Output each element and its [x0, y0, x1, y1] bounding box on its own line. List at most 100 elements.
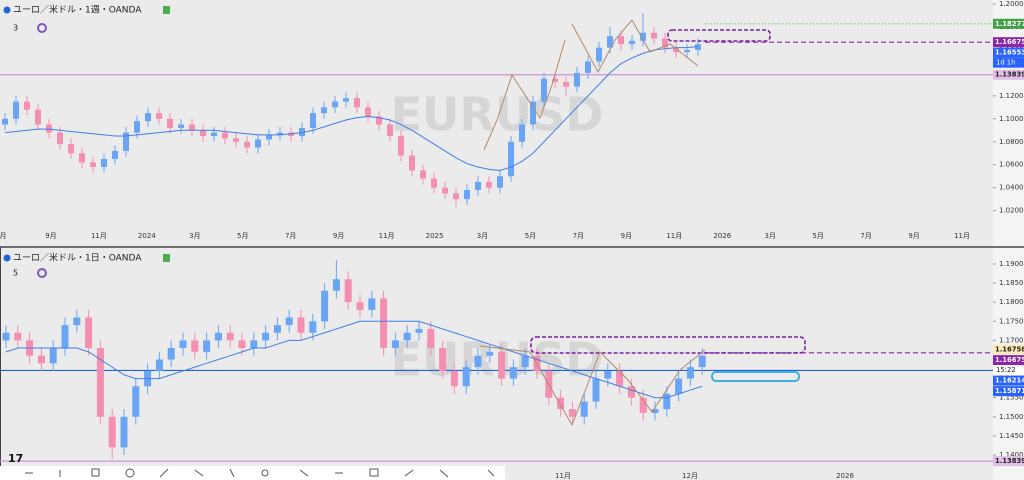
- candle-body: [580, 401, 588, 417]
- candle-body: [134, 121, 140, 133]
- candle-body: [37, 355, 45, 364]
- candle-body: [663, 393, 671, 410]
- candle-body: [244, 141, 250, 148]
- price-tag-label: 1.16214: [995, 377, 1024, 385]
- zigzag: [571, 19, 699, 74]
- candle-body: [486, 351, 494, 356]
- candle-body: [675, 378, 683, 394]
- candle-body: [123, 132, 129, 151]
- candle-body: [604, 370, 612, 379]
- candle-body: [2, 332, 10, 341]
- y-tick-label: 1.18500: [999, 279, 1024, 287]
- candle-body: [14, 332, 22, 341]
- candle-body: [309, 321, 317, 333]
- candle-body: [391, 340, 399, 349]
- x-tick-label: 3月: [477, 232, 488, 240]
- candle-body: [380, 298, 388, 349]
- candle-body: [167, 348, 175, 360]
- watermark: EURUSD: [391, 88, 604, 142]
- candle-body: [415, 328, 423, 333]
- candle-body: [132, 386, 140, 417]
- x-tick-label: 5月: [237, 232, 248, 240]
- candle-body: [409, 155, 415, 171]
- range-box: [530, 336, 806, 354]
- candle-body: [179, 340, 187, 349]
- symbol-icon: [3, 254, 11, 262]
- logo: 17: [8, 452, 23, 465]
- price-tag-label: 1.16553: [995, 49, 1024, 57]
- candle-body: [486, 181, 492, 188]
- candle-body: [344, 279, 352, 303]
- candle-body: [273, 325, 281, 333]
- candle-body: [73, 317, 81, 326]
- y-tick-label: 1.14500: [999, 432, 1024, 440]
- moving-average: [5, 320, 703, 399]
- y-tick-label: 1.14000: [999, 451, 1024, 459]
- price-axis-bg: [993, 0, 1024, 480]
- candle-body: [498, 351, 506, 379]
- candle-body: [49, 348, 57, 364]
- watermark: EURUSD: [391, 333, 604, 387]
- candle-body: [519, 124, 525, 142]
- candle-body: [288, 132, 294, 137]
- indicator-count: 3: [13, 24, 18, 33]
- price-tag-label: 1.13839: [995, 71, 1024, 79]
- x-tick-label: 3月: [189, 232, 200, 240]
- zigzag: [479, 345, 706, 427]
- candle-body: [431, 178, 437, 188]
- candle-body: [191, 340, 199, 352]
- toolbar-icons: [25, 468, 495, 478]
- x-tick-label: 2026: [713, 232, 731, 240]
- candle-body: [238, 340, 246, 349]
- candle-body: [607, 36, 613, 48]
- candle-body: [250, 340, 258, 349]
- x-tick-label: 3月: [764, 232, 775, 240]
- x-tick-label: 2025: [426, 232, 444, 240]
- candle-body: [530, 101, 536, 125]
- candle-body: [112, 150, 118, 159]
- candle-body: [79, 153, 85, 163]
- price-tag: [993, 18, 1024, 29]
- x-tick-label: 12月: [682, 472, 698, 480]
- candle-body: [226, 332, 234, 341]
- y-tick-label: 1.02000: [999, 207, 1024, 215]
- candle-body: [585, 61, 591, 73]
- price-tag: [993, 47, 1024, 58]
- candle-body: [552, 78, 558, 83]
- y-tick-label: 1.10000: [999, 115, 1024, 123]
- candle-body: [356, 302, 364, 310]
- x-tick-label: 11月: [379, 232, 395, 240]
- y-tick-label: 1.15500: [999, 394, 1024, 402]
- x-tick-label: 2024: [138, 232, 156, 240]
- countdown: 15:22: [996, 366, 1016, 374]
- candle-body: [211, 132, 217, 137]
- candle-body: [145, 113, 151, 122]
- candle-body: [85, 317, 93, 349]
- countdown-bg: [993, 57, 1024, 68]
- candle-body: [563, 82, 569, 87]
- candle-body: [365, 107, 371, 117]
- x-tick-label: 9月: [333, 232, 344, 240]
- candle-body: [629, 40, 635, 45]
- indicator-count: 5: [13, 269, 18, 278]
- candle-body: [557, 397, 565, 410]
- candle-body: [57, 132, 63, 145]
- y-tick-label: 1.12000: [999, 92, 1024, 100]
- candle-body: [310, 113, 316, 128]
- candle-body: [616, 370, 624, 387]
- candle-body: [90, 162, 96, 168]
- candle-body: [156, 113, 162, 119]
- candle-body: [321, 290, 329, 322]
- candle-body: [541, 78, 547, 102]
- candle-body: [108, 416, 116, 448]
- candle-body: [462, 367, 470, 387]
- y-tick-label: 1.20000: [999, 0, 1024, 8]
- candle-body: [673, 47, 679, 53]
- price-tag-label: 1.15871: [995, 387, 1024, 395]
- x-tick-label: 11月: [954, 232, 970, 240]
- candle-body: [509, 367, 517, 379]
- candle-body: [686, 367, 694, 379]
- candle-body: [398, 136, 404, 156]
